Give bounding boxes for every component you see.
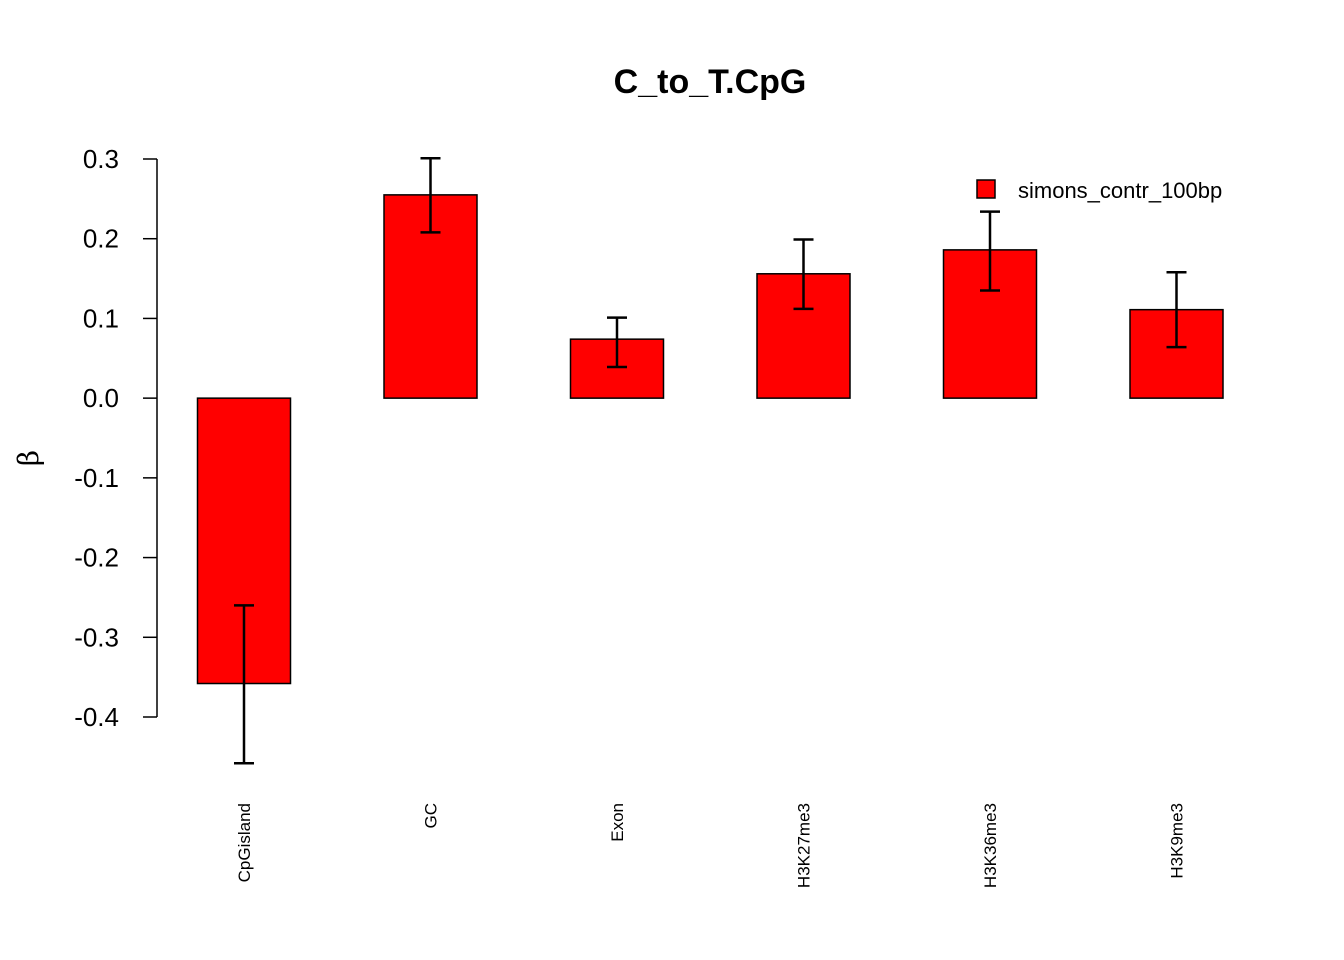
error-bars [234,156,1187,765]
y-tick-label: -0.1 [74,463,119,493]
y-axis-label: β [12,450,45,466]
x-tick-label: Exon [608,803,627,842]
chart-title: C_to_T.CpG [614,63,807,101]
y-tick-label: 0.2 [83,224,119,254]
y-tick-label: 0.3 [83,144,119,174]
legend-label: simons_contr_100bp [1018,178,1222,203]
y-tick-label: -0.3 [74,622,119,652]
x-tick-label: H3K27me3 [795,803,814,888]
y-tick-label: -0.2 [74,543,119,573]
x-tick-label: H3K9me3 [1168,803,1187,879]
x-tick-label: CpGisland [235,803,254,882]
y-tick-label: 0.1 [83,303,119,333]
y-tick-label: -0.4 [74,702,119,732]
x-axis-labels: CpGisland GC Exon H3K27me3 H3K36me3 H3K9me3 [235,803,1187,888]
y-axis: 0.3 0.2 0.1 0.0 -0.1 -0.2 -0.3 -0.4 [74,144,158,732]
x-tick-label: GC [422,803,441,829]
legend: simons_contr_100bp [976,178,1222,203]
bars [196,194,1224,685]
y-tick-label: 0.0 [83,383,119,413]
x-tick-label: H3K36me3 [981,803,1000,888]
legend-swatch [976,179,996,199]
